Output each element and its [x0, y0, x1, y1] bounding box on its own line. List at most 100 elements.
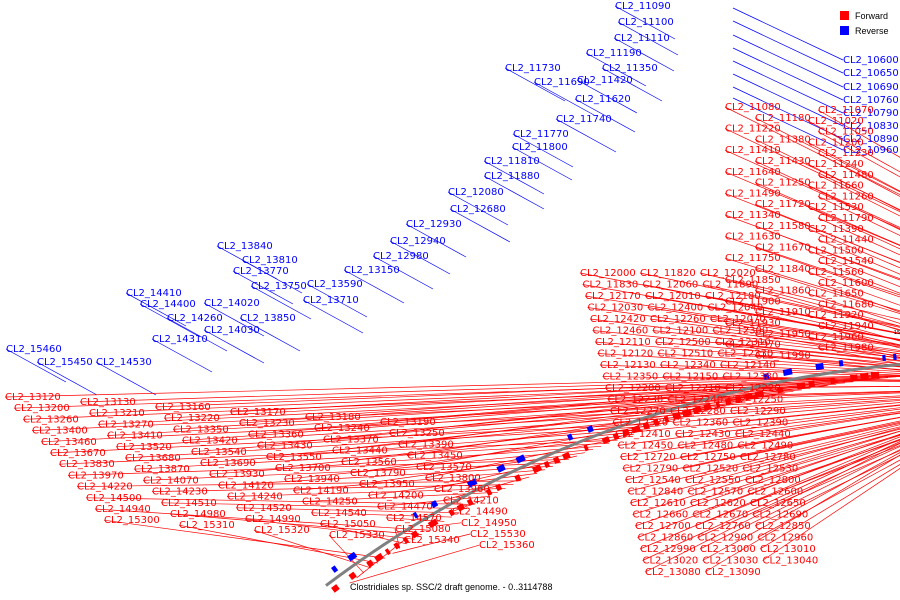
forward-label: CL2_11660	[808, 181, 864, 192]
leader-line	[632, 430, 900, 515]
leader-line	[717, 353, 900, 368]
forward-label: CL2_11820	[640, 268, 696, 279]
leader-line	[694, 442, 900, 527]
leader-line	[5, 348, 67, 383]
reverse-label: CL2_13590	[307, 279, 363, 290]
forward-label: CL2_11860	[755, 286, 811, 297]
leader-line	[576, 79, 638, 114]
forward-label: CL2_13230	[239, 418, 295, 429]
leader-line	[817, 304, 900, 331]
forward-label: CL2_13960	[434, 484, 490, 495]
leader-line	[759, 464, 900, 550]
leader-line	[727, 392, 900, 400]
forward-feature	[583, 444, 589, 452]
forward-label: CL2_11490	[725, 188, 781, 199]
forward-label: CL2_11930	[725, 318, 781, 329]
forward-label: CL2_12020	[700, 268, 756, 279]
forward-label: CL2_13700	[275, 463, 331, 474]
leader-line	[94, 508, 430, 531]
leader-line	[253, 529, 371, 569]
leader-line	[216, 245, 278, 280]
leader-line	[617, 408, 900, 446]
leader-line	[40, 408, 717, 443]
reverse-feature	[763, 372, 770, 380]
leader-line	[719, 364, 900, 374]
leader-line	[702, 452, 900, 561]
reverse-label: CL2_14400	[140, 299, 196, 310]
forward-label: CL2_12010	[645, 291, 701, 302]
leader-line	[436, 522, 462, 527]
leader-line	[754, 247, 900, 298]
forward-feature	[562, 451, 571, 461]
reverse-feature	[838, 360, 844, 367]
leader-line	[4, 374, 900, 398]
reverse-label: CL2_11090	[615, 1, 671, 12]
forward-label: CL2_12120	[598, 349, 654, 360]
forward-label: CL2_15340	[404, 535, 460, 546]
leader-line	[654, 341, 900, 364]
reverse-label: CL2_13150	[344, 265, 400, 276]
forward-label: CL2_12030	[588, 303, 644, 314]
leader-line	[504, 67, 566, 102]
forward-feature	[384, 548, 391, 556]
leader-line	[652, 330, 900, 359]
leader-line	[151, 484, 514, 492]
forward-label: CL2_11720	[755, 199, 811, 210]
leader-line	[226, 488, 506, 497]
forward-feature	[870, 371, 880, 379]
forward-label: CL2_12620	[690, 498, 746, 509]
reverse-label: CL2_12680	[450, 204, 506, 215]
reverse-label: CL2_12980	[373, 251, 429, 262]
leader-line	[163, 381, 854, 419]
leader-line	[704, 295, 900, 334]
reverse-label: CL2_11880	[484, 171, 540, 182]
reverse-label: CL2_11690	[534, 77, 590, 88]
legend-reverse-swatch	[840, 26, 849, 35]
leader-line	[724, 236, 900, 296]
leader-line	[754, 268, 900, 314]
forward-label: CL2_13950	[359, 479, 415, 490]
leader-line	[292, 469, 545, 491]
leader-line	[754, 225, 900, 281]
forward-label: CL2_12690	[753, 510, 809, 521]
leader-line	[732, 20, 844, 74]
forward-feature	[681, 408, 693, 418]
leader-line	[274, 431, 643, 469]
forward-label: CL2_13190	[380, 417, 436, 428]
leader-line	[732, 405, 900, 423]
forward-label: CL2_12720	[620, 452, 676, 463]
legend: Forward Reverse	[840, 11, 889, 36]
forward-label: CL2_12000	[580, 268, 636, 279]
leader-line	[754, 203, 900, 264]
forward-feature	[427, 518, 439, 529]
forward-label: CL2_14240	[227, 492, 283, 503]
leader-line	[592, 330, 900, 362]
forward-label: CL2_12250	[728, 395, 784, 406]
reverse-label: CL2_10790	[843, 108, 899, 119]
reverse-label: CL2_10760	[843, 95, 899, 106]
leader-line	[95, 361, 157, 396]
leader-line	[594, 341, 900, 367]
forward-label: CL2_12230	[608, 395, 664, 406]
leader-line	[817, 347, 900, 365]
forward-label: CL2_11390	[808, 224, 864, 235]
forward-label: CL2_13800	[425, 473, 481, 484]
leader-line	[483, 160, 545, 195]
reverse-feature	[782, 368, 793, 376]
forward-label: CL2_12180	[705, 291, 761, 302]
forward-label: CL2_11950	[755, 329, 811, 340]
forward-label: CL2_12510	[658, 349, 714, 360]
forward-label: CL2_11500	[808, 245, 864, 256]
forward-label: CL2_13130	[80, 397, 136, 408]
forward-label: CL2_12310	[715, 337, 771, 348]
forward-label: CL2_12350	[603, 372, 659, 383]
reverse-label: CL2_14310	[152, 334, 208, 345]
leader-line	[115, 410, 709, 448]
forward-label: CL2_12440	[735, 429, 791, 440]
forward-label: CL2_11680	[818, 299, 874, 310]
forward-label: CL2_11850	[725, 275, 781, 286]
forward-label: CL2_12840	[628, 487, 684, 498]
forward-label: CL2_13350	[173, 424, 229, 435]
forward-label: CL2_12570	[688, 487, 744, 498]
reverse-label: CL2_11740	[556, 114, 612, 125]
